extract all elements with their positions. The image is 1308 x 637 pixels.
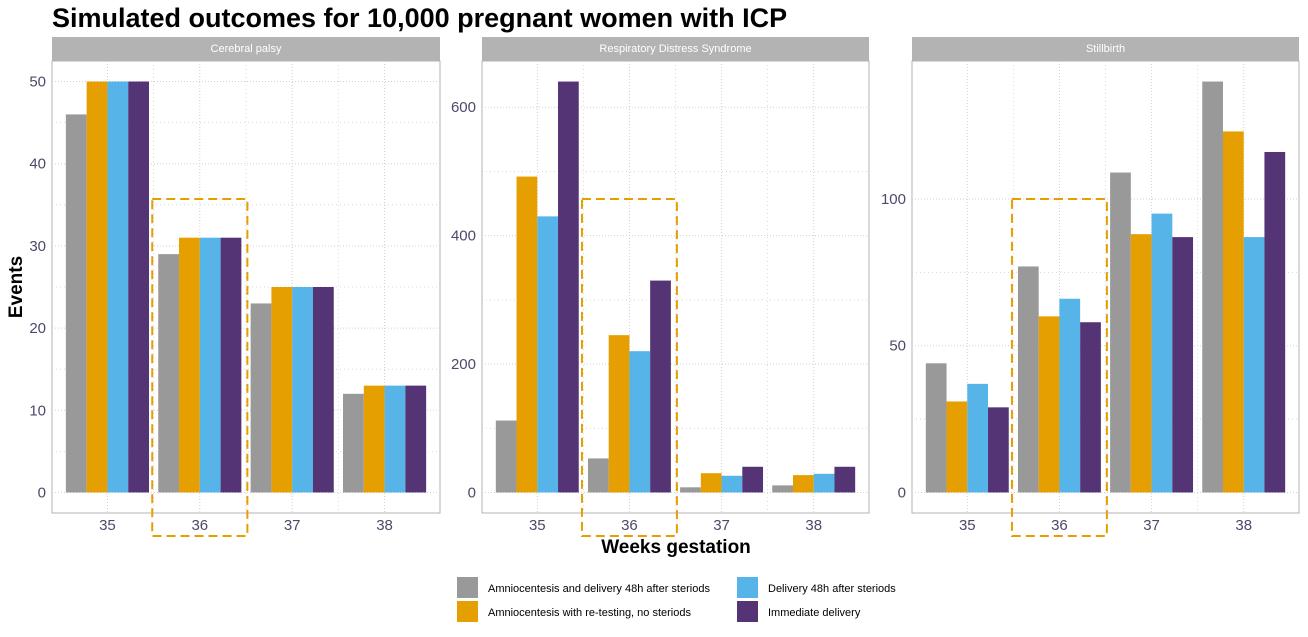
y-tick-label: 50 bbox=[29, 74, 46, 91]
bar bbox=[516, 176, 538, 493]
bar bbox=[834, 466, 856, 493]
panel-2: Respiratory Distress Syndrome 0 200 400 600 3… bbox=[451, 37, 870, 537]
highlight-box bbox=[1010, 198, 1108, 537]
bar bbox=[1130, 234, 1152, 493]
bar bbox=[495, 420, 517, 493]
y-axis-title: Events bbox=[6, 256, 27, 318]
y-tick-label: 0 bbox=[468, 484, 476, 501]
facet-strip-label: Cerebral palsy bbox=[211, 43, 282, 55]
bar bbox=[680, 487, 701, 493]
bar bbox=[107, 81, 129, 493]
y-tick-label: 600 bbox=[451, 99, 476, 116]
x-tick-label: 37 bbox=[713, 517, 730, 534]
x-tick-label: 35 bbox=[529, 517, 546, 534]
facet-strip bbox=[52, 37, 440, 61]
bar bbox=[537, 216, 559, 493]
bar bbox=[946, 401, 968, 493]
y-tick-label: 50 bbox=[889, 338, 906, 355]
bar bbox=[250, 303, 272, 493]
bar bbox=[650, 280, 671, 493]
highlight-box bbox=[580, 198, 678, 537]
bar bbox=[792, 475, 814, 493]
bar bbox=[158, 254, 180, 493]
legend-swatch bbox=[737, 601, 758, 622]
highlight-box bbox=[151, 198, 249, 537]
facet-strip bbox=[912, 37, 1299, 61]
y-tick-label: 40 bbox=[29, 156, 46, 173]
bar bbox=[1017, 266, 1039, 493]
bar bbox=[405, 385, 427, 493]
x-tick-label: 37 bbox=[284, 517, 301, 534]
x-tick-label: 36 bbox=[1051, 517, 1068, 534]
bar bbox=[363, 385, 385, 493]
bar bbox=[1151, 213, 1173, 493]
bar bbox=[1038, 316, 1060, 493]
bar bbox=[86, 81, 108, 493]
bar bbox=[1264, 151, 1286, 493]
x-tick-label: 38 bbox=[805, 517, 822, 534]
bar bbox=[343, 393, 364, 493]
legend-label: Amniocentesis and delivery 48h after ste… bbox=[488, 583, 710, 595]
legend-swatch bbox=[737, 577, 758, 598]
legend-label: Amniocentesis with re-testing, no sterio… bbox=[488, 607, 691, 619]
facet-strip-label: Stillbirth bbox=[1086, 43, 1125, 55]
x-tick-label: 38 bbox=[1235, 517, 1252, 534]
bar bbox=[1202, 81, 1223, 493]
y-tick-label: 400 bbox=[451, 228, 476, 245]
bar bbox=[1172, 237, 1194, 493]
x-tick-label: 35 bbox=[959, 517, 976, 534]
bar bbox=[199, 237, 221, 493]
bar bbox=[608, 335, 630, 493]
y-tick-label: 20 bbox=[29, 320, 46, 337]
bar bbox=[772, 485, 793, 493]
y-tick-label: 200 bbox=[451, 356, 476, 373]
x-tick-label: 36 bbox=[191, 517, 208, 534]
x-tick-label: 37 bbox=[1143, 517, 1160, 534]
bar bbox=[292, 287, 313, 493]
bar bbox=[813, 473, 835, 493]
bar bbox=[128, 81, 149, 493]
bar bbox=[587, 458, 609, 493]
panel-3: Stillbirth 0 50 100 35 36 37 38 bbox=[881, 37, 1300, 537]
legend-label: Immediate delivery bbox=[768, 607, 861, 619]
facet-strip bbox=[482, 37, 869, 61]
bar bbox=[1243, 237, 1265, 493]
bar bbox=[1080, 322, 1101, 493]
legend: Amniocentesis and delivery 48h after ste… bbox=[457, 577, 896, 622]
bar bbox=[271, 287, 293, 493]
x-axis-title: Weeks gestation bbox=[601, 537, 751, 558]
facet-strip-label: Respiratory Distress Syndrome bbox=[599, 43, 751, 55]
bar bbox=[558, 81, 579, 493]
bar bbox=[700, 473, 722, 493]
legend-swatch bbox=[457, 577, 478, 598]
legend-swatch bbox=[457, 601, 478, 622]
bar bbox=[220, 237, 242, 493]
bar bbox=[179, 237, 200, 493]
bar bbox=[742, 466, 764, 493]
y-tick-label: 0 bbox=[38, 484, 46, 501]
legend-label: Delivery 48h after steriods bbox=[768, 583, 896, 595]
x-tick-label: 38 bbox=[376, 517, 393, 534]
bar bbox=[65, 114, 87, 493]
x-tick-label: 36 bbox=[621, 517, 638, 534]
bar bbox=[988, 407, 1009, 493]
bar bbox=[967, 383, 989, 493]
bar bbox=[1110, 172, 1131, 493]
bar bbox=[1222, 131, 1244, 493]
bar bbox=[629, 351, 651, 493]
panel-1: Cerebral palsy 0 10 20 30 40 50 35 36 37 38 bbox=[29, 37, 441, 537]
y-tick-label: 30 bbox=[29, 238, 46, 255]
y-tick-label: 10 bbox=[29, 402, 46, 419]
bar bbox=[384, 385, 406, 493]
y-tick-label: 100 bbox=[881, 191, 906, 208]
x-tick-label: 35 bbox=[99, 517, 116, 534]
bar bbox=[721, 475, 743, 493]
chart-title: Simulated outcomes for 10,000 pregnant w… bbox=[52, 3, 787, 33]
bar bbox=[312, 287, 334, 493]
bar bbox=[925, 363, 947, 493]
bar bbox=[1059, 298, 1081, 493]
y-tick-label: 0 bbox=[898, 484, 906, 501]
